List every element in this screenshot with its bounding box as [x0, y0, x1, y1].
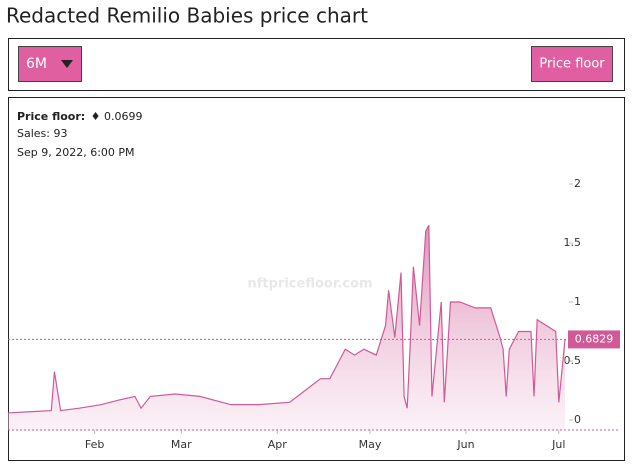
x-tick-label: May [359, 438, 382, 451]
tooltip-value: 0.0699 [104, 110, 143, 123]
metric-button[interactable]: Price floor [531, 46, 613, 82]
x-tick-label: Jun [456, 438, 474, 451]
tooltip-sales: Sales: 93 [17, 127, 67, 140]
current-badge [568, 330, 620, 349]
y-tick-label: 2 [574, 177, 581, 190]
tooltip-date: Sep 9, 2022, 6:00 PM [17, 146, 135, 159]
tooltip-label: Price floor: [17, 110, 85, 123]
tooltip-sales-value: 93 [53, 127, 67, 140]
y-tick-label: 0 [574, 413, 581, 426]
controls-box [8, 38, 625, 91]
current-label: 0.6829 [575, 332, 614, 345]
y-tick-label: 0.5 [564, 354, 582, 367]
x-tick-label: Jul [551, 438, 565, 451]
metric-label: Price floor [539, 57, 605, 72]
x-tick-label: Feb [85, 438, 104, 451]
y-tick-label: 1.5 [564, 236, 582, 249]
tooltip-price: Price floor: ♦ 0.0699 [17, 110, 143, 123]
range-label: 6M [26, 56, 47, 72]
tooltip-sales-label: Sales: [17, 127, 50, 140]
watermark: nftpricefloor.com [248, 277, 373, 292]
page-title: Redacted Remilio Babies price chart [6, 4, 368, 28]
plot: 0 0.5 1 1.5 2 Feb Mar Apr May Jun Jul 0.6829 [7, 177, 620, 451]
x-tick-label: Apr [268, 438, 288, 451]
range-dropdown[interactable]: 6M [18, 46, 82, 82]
y-tick-label: 1 [574, 295, 581, 308]
x-tick-label: Mar [171, 438, 192, 451]
price-line [7, 225, 566, 414]
area-fill [8, 225, 565, 430]
